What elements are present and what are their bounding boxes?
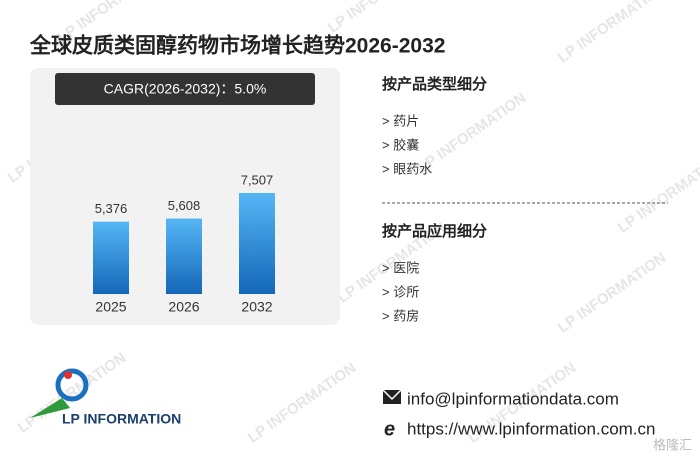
bar: [93, 221, 129, 294]
logo-swoosh: [30, 398, 70, 418]
x-tick-label: 2026: [168, 299, 199, 315]
chart-title: 全球皮质类固醇药物市场增长趋势2026-2032: [29, 34, 445, 58]
watermark: LP INFORMATION: [325, 0, 439, 37]
bar: [239, 193, 275, 294]
watermark: LP INFORMATION: [555, 0, 669, 67]
value-label: 7,507: [241, 172, 274, 187]
segment-item: > 眼药水: [382, 161, 432, 176]
segment-title: 按产品类型细分: [382, 75, 487, 93]
segment-item: > 药房: [382, 308, 419, 323]
value-label: 5,608: [168, 198, 201, 213]
corner-mark: 格隆汇: [653, 437, 692, 452]
logo-ring: [55, 368, 89, 402]
segment-title: 按产品应用细分: [382, 222, 487, 240]
x-tick-label: 2032: [241, 299, 272, 315]
segment-item: > 医院: [382, 260, 419, 275]
value-label: 5,376: [95, 201, 128, 216]
segment-item: > 胶囊: [382, 137, 419, 152]
watermark: LP INFORMATION: [555, 249, 669, 336]
cagr-box: [55, 73, 315, 105]
segment-item: > 药片: [382, 113, 419, 128]
logo-text: LP INFORMATION: [62, 411, 181, 427]
bar: [166, 218, 202, 294]
logo-dot: [64, 371, 72, 379]
cagr-label: CAGR(2026-2032)：5.0%: [104, 81, 267, 97]
x-tick-label: 2025: [95, 299, 126, 315]
website: https://www.lpinformation.com.cn: [407, 419, 655, 438]
segment-item: > 诊所: [382, 284, 419, 299]
watermark: LP INFORMATION: [245, 359, 359, 446]
email-icon-flap: [382, 389, 402, 401]
bar-chart: 5,376 2025 5,608 2026 7,507 2032: [93, 172, 275, 315]
web-icon: e: [384, 418, 395, 440]
email: info@lpinformationdata.com: [407, 389, 619, 408]
watermark: LP INFORMATION: [615, 149, 700, 236]
logo: LP INFORMATION: [30, 368, 181, 427]
